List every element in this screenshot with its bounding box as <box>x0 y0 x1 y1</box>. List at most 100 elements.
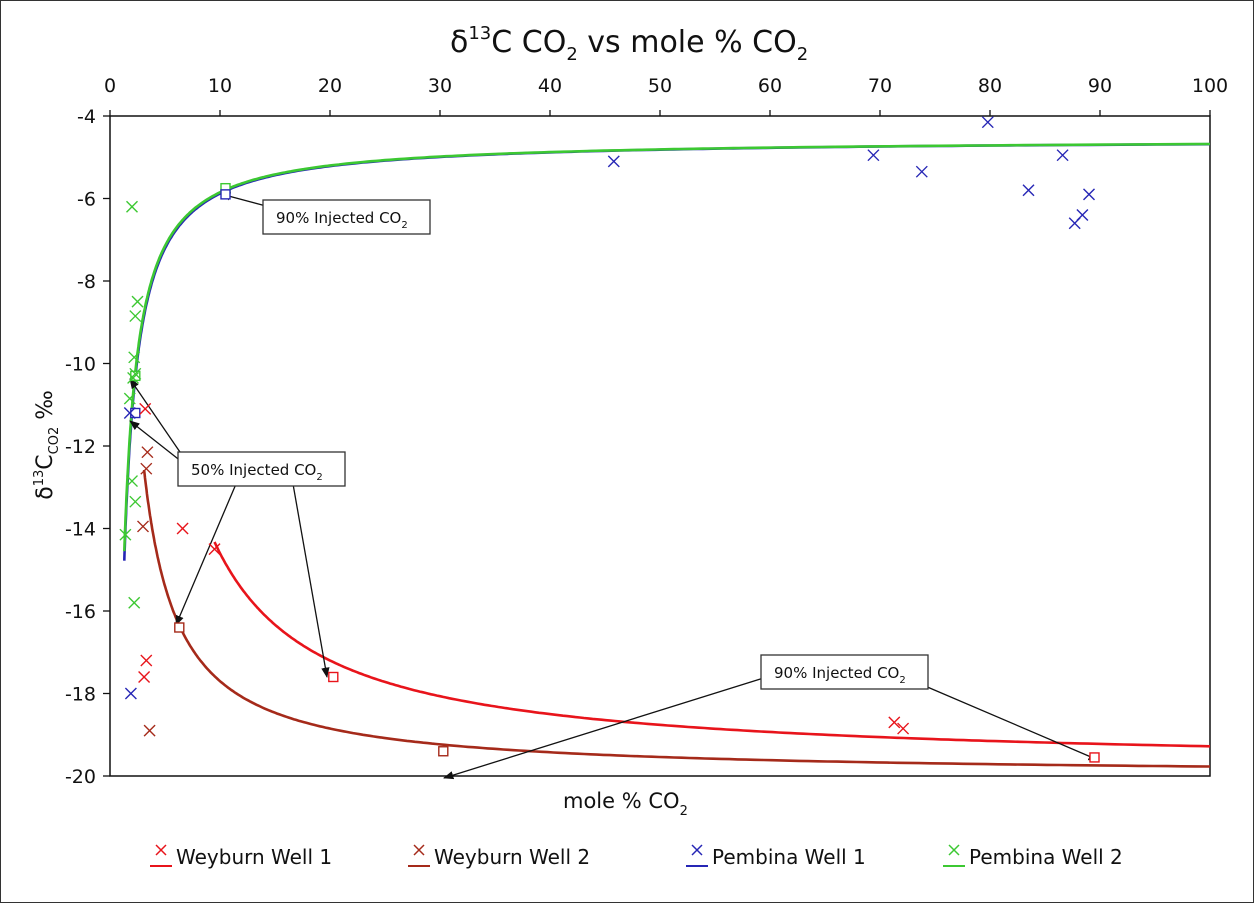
point-pembina-well-1 <box>1056 149 1069 162</box>
point-weyburn-well-1 <box>176 522 189 535</box>
injection-marker <box>220 189 231 200</box>
annotation-p90-sub: 2 <box>401 220 407 231</box>
point-pembina-well-1 <box>607 155 620 168</box>
point-pembina-well-1 <box>1022 184 1035 197</box>
y-tick-label: -8 <box>77 271 96 293</box>
y-axis-ticks: -4 -6 -8 -10 -12 -14 -16 -18 -20 <box>65 106 110 788</box>
point-pembina-well-2 <box>129 495 142 508</box>
legend: Weyburn Well 1 Weyburn Well 2 Pembina Well… <box>150 844 1123 869</box>
x-tick-label: 70 <box>868 75 892 97</box>
point-weyburn-well-2 <box>137 520 149 533</box>
y-tick-label: -18 <box>65 684 96 706</box>
y-label-c: C <box>33 454 58 469</box>
annotation-c50-text: 50% Injected CO2 <box>191 461 323 483</box>
y-label-sup: 13 <box>32 470 47 487</box>
curve-pembina-well-2 <box>123 142 1211 552</box>
x-tick-label: 50 <box>648 75 672 97</box>
injection-marker <box>174 622 185 633</box>
arrow-c50-brown <box>175 483 237 626</box>
chart-title-delta: δ <box>450 25 468 60</box>
arrow-w90-red <box>924 685 1099 761</box>
legend-label: Weyburn Well 2 <box>434 845 590 869</box>
point-weyburn-well-1 <box>897 722 910 735</box>
annotation-c50-sub: 2 <box>316 472 322 483</box>
y-tick-label: -4 <box>77 106 96 128</box>
point-weyburn-well-2 <box>143 724 156 737</box>
legend-label: Weyburn Well 1 <box>176 845 332 869</box>
point-pembina-well-2 <box>128 596 141 609</box>
injection-marker <box>1089 752 1100 763</box>
y-label-unit: ‰ <box>33 390 58 427</box>
point-pembina-well-2 <box>126 200 138 213</box>
mixing-curves <box>123 142 1211 768</box>
annotation-p90-text: 90% Injected CO2 <box>276 209 408 231</box>
annotation-w90-sub: 2 <box>899 675 905 686</box>
point-pembina-well-2 <box>128 351 141 364</box>
legend-marker <box>155 844 167 856</box>
y-label-sub: CO2 <box>47 427 62 455</box>
y-tick-label: -10 <box>65 354 96 376</box>
point-pembina-well-1 <box>981 116 994 129</box>
legend-label: Pembina Well 1 <box>712 845 866 869</box>
x-tick-label: 0 <box>104 75 116 97</box>
legend-item-weyburn-well-1: Weyburn Well 1 <box>150 844 332 869</box>
y-tick-label: -12 <box>65 436 96 458</box>
annotation-w90-main: 90% Injected CO <box>774 664 899 682</box>
point-pembina-well-1 <box>1083 188 1095 201</box>
chart-title-part2: vs mole % CO <box>578 25 797 60</box>
chart-title: δ13C CO2 vs mole % CO2 <box>450 23 808 65</box>
point-pembina-well-2 <box>131 295 144 308</box>
x-tick-label: 20 <box>318 75 342 97</box>
point-pembina-well-1 <box>123 407 136 419</box>
x-axis-ticks: 0 10 20 30 40 50 60 70 80 90 100 <box>104 75 1228 116</box>
point-pembina-well-1 <box>1076 209 1089 221</box>
x-label-sub: 2 <box>680 804 688 819</box>
chart-title-sub: 2 <box>566 44 577 65</box>
point-weyburn-well-2 <box>140 462 153 475</box>
legend-marker <box>691 844 703 856</box>
injection-marker <box>130 407 141 419</box>
chart-title-part1: C CO <box>491 25 566 60</box>
y-tick-label: -16 <box>65 601 96 623</box>
legend-marker <box>948 844 960 856</box>
y-tick-label: -20 <box>65 766 96 788</box>
chart-title-sub2: 2 <box>797 44 808 65</box>
injection-marker <box>438 746 449 757</box>
legend-label: Pembina Well 2 <box>969 845 1123 869</box>
annotation-p90: 90% Injected CO2 <box>262 199 431 235</box>
point-weyburn-well-1 <box>208 543 221 556</box>
annotation-c50-main: 50% Injected CO <box>191 461 316 479</box>
arrow-w90-brown <box>443 675 771 780</box>
annotation-c50-box <box>177 451 346 487</box>
point-pembina-well-2 <box>119 528 132 541</box>
point-weyburn-well-1 <box>888 716 901 729</box>
point-pembina-well-2 <box>129 310 142 323</box>
x-tick-label: 60 <box>758 75 782 97</box>
point-pembina-well-1 <box>915 165 928 178</box>
x-tick-label: 80 <box>978 75 1002 97</box>
y-axis-label: δ13CCO2 ‰ <box>32 390 62 500</box>
point-pembina-well-2 <box>129 367 142 380</box>
annotation-p90-box <box>262 199 431 235</box>
legend-marker <box>413 844 425 856</box>
x-axis-label: mole % CO2 <box>563 789 688 819</box>
arrow-c50-blue <box>129 420 183 463</box>
annotation-c50: 50% Injected CO2 <box>177 451 346 487</box>
annotation-p90-main: 90% Injected CO <box>276 209 401 227</box>
point-weyburn-well-1 <box>139 402 152 415</box>
point-pembina-well-2 <box>126 475 138 488</box>
annotation-w90: 90% Injected CO2 <box>760 654 929 690</box>
point-weyburn-well-1 <box>138 671 151 683</box>
x-tick-label: 100 <box>1192 75 1228 97</box>
x-label-main: mole % CO <box>563 789 680 813</box>
arrow-c50-red <box>292 483 330 679</box>
annotation-w90-box <box>760 654 929 690</box>
curve-weyburn-well-2 <box>142 469 1211 768</box>
legend-item-weyburn-well-2: Weyburn Well 2 <box>408 844 590 869</box>
point-pembina-well-2 <box>123 392 136 405</box>
point-pembina-well-2 <box>127 371 140 384</box>
curve-weyburn-well-1 <box>213 541 1211 748</box>
x-tick-label: 90 <box>1088 75 1112 97</box>
x-tick-label: 30 <box>428 75 452 97</box>
